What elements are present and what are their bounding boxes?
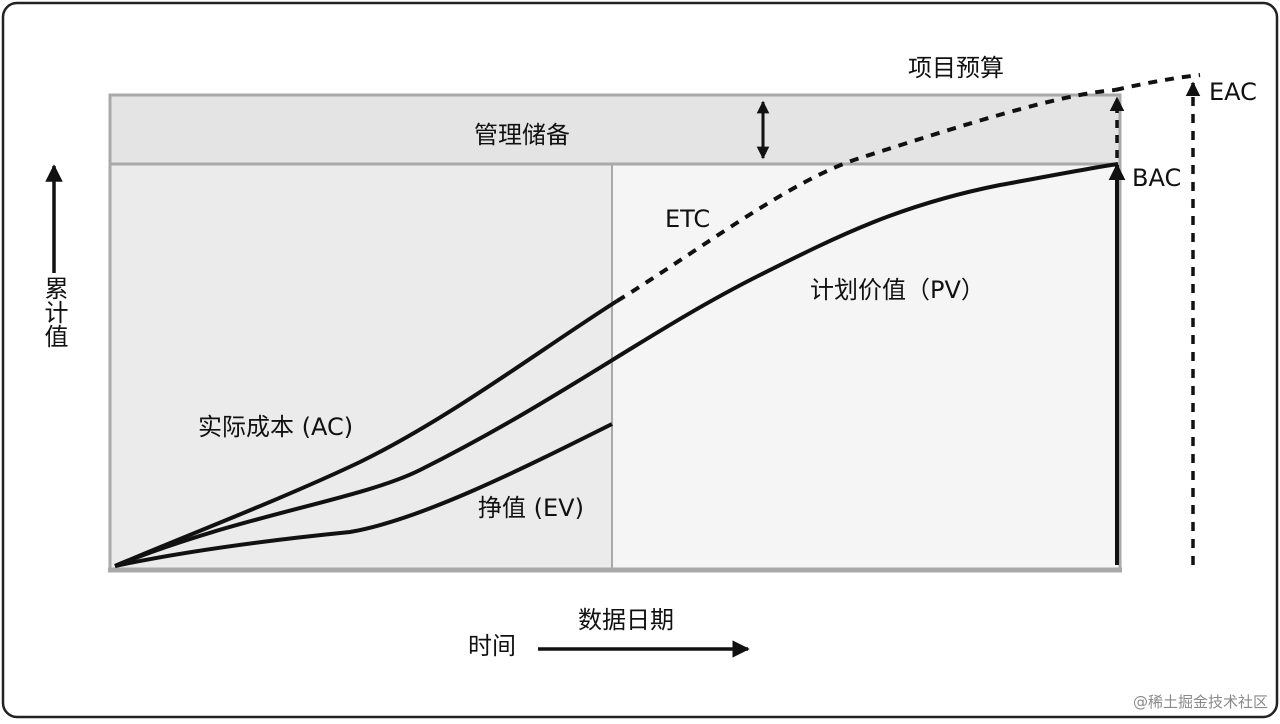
management-reserve-band bbox=[110, 95, 1120, 164]
actual-cost-curve bbox=[114, 299, 619, 568]
bac-label: BAC bbox=[1132, 164, 1181, 192]
planned-value-label: 计划价值（PV） bbox=[810, 276, 985, 304]
plot-area-remaining bbox=[612, 164, 1120, 570]
actual-cost-label: 实际成本 (AC) bbox=[198, 413, 353, 441]
etc-dashed-curve bbox=[615, 88, 1116, 303]
project-budget-label: 项目预算 bbox=[908, 54, 1004, 82]
plot-area-elapsed bbox=[110, 164, 612, 570]
earned-value-curve bbox=[114, 422, 613, 568]
earned-value-label: 挣值 (EV) bbox=[478, 494, 584, 522]
data-date-label: 数据日期 bbox=[578, 606, 674, 634]
planned-value-curve bbox=[114, 162, 1119, 568]
etc-label: ETC bbox=[665, 205, 710, 233]
y-axis-label: 累计值 bbox=[40, 276, 68, 348]
watermark-text: @稀土掘金技术社区 bbox=[1133, 693, 1268, 711]
eac-label: EAC bbox=[1209, 78, 1257, 106]
plot-border bbox=[108, 93, 1122, 570]
management-reserve-label: 管理储备 bbox=[474, 121, 570, 149]
x-axis-label: 时间 bbox=[468, 632, 516, 660]
